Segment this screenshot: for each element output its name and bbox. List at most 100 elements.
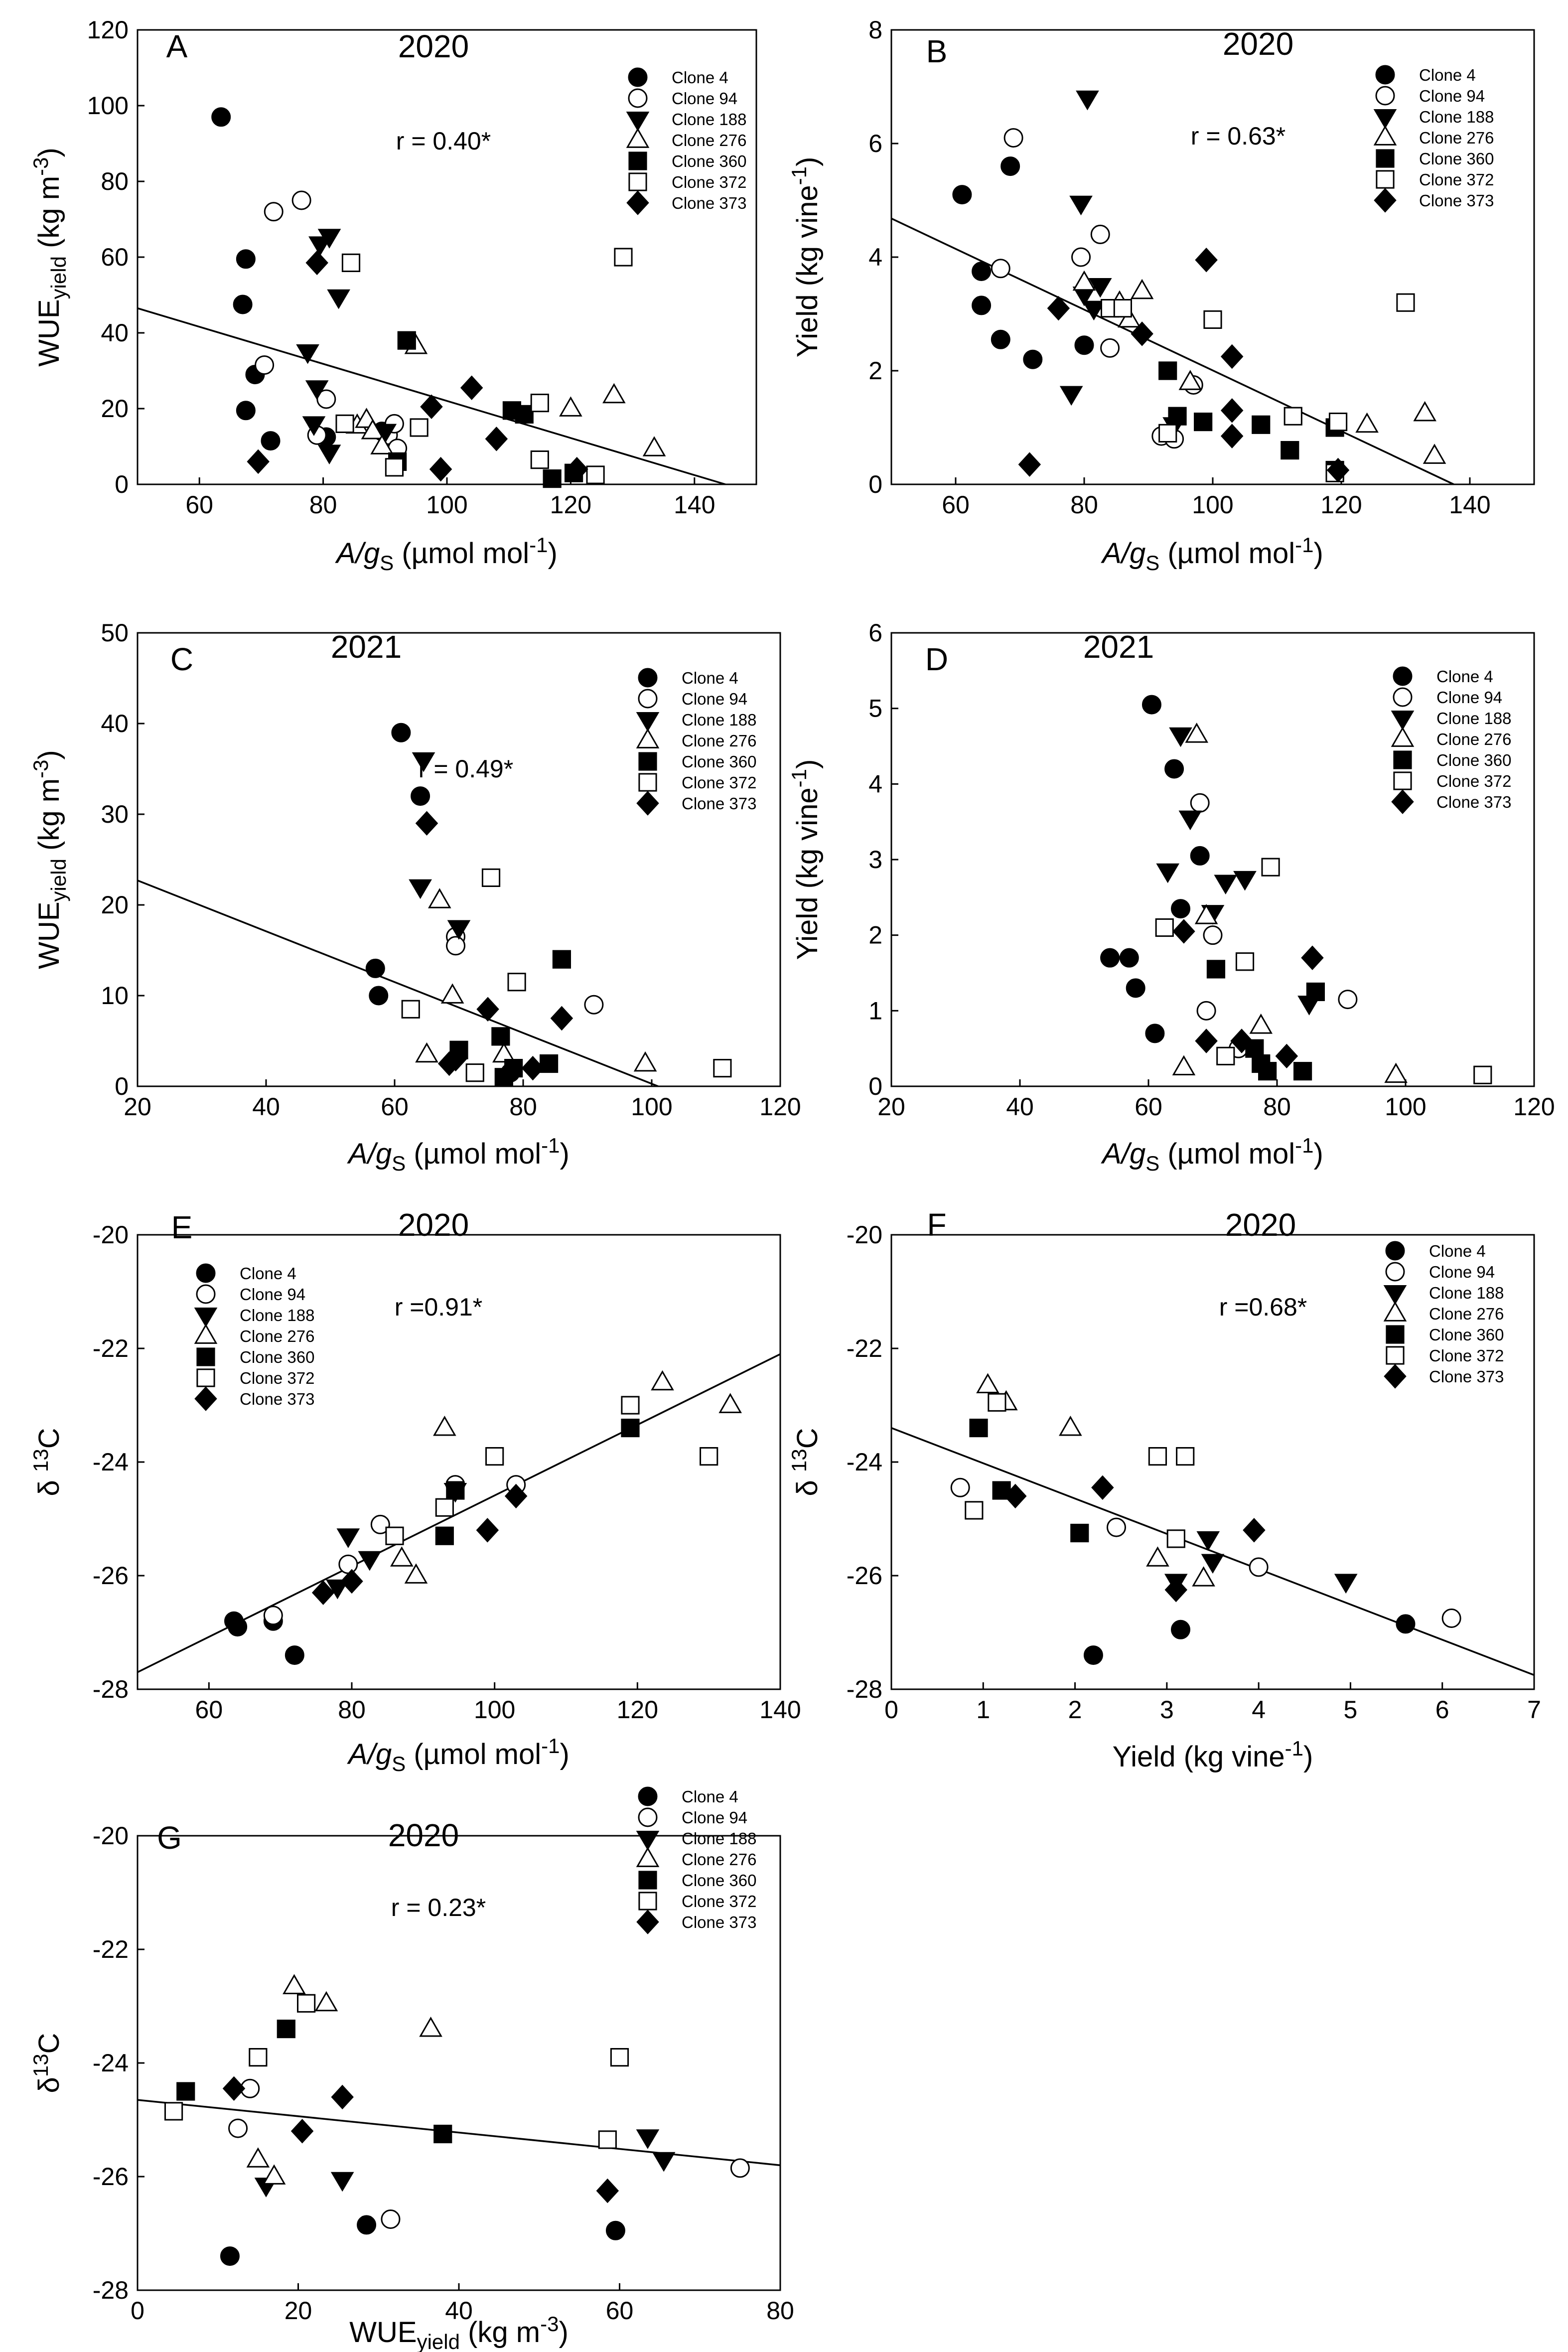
legend-marker xyxy=(638,668,658,688)
point-clone-276 xyxy=(1413,401,1436,422)
legend: Clone 4 Clone 94 Clone 188 Clone 276 Clone 3… xyxy=(1391,666,1511,814)
legend-marker xyxy=(638,689,658,709)
x-tick-label: 60 xyxy=(185,491,213,519)
panel-label: B xyxy=(926,33,948,69)
point-clone-372 xyxy=(249,2048,268,2067)
point-clone-276 xyxy=(314,1991,338,2012)
legend-label: Clone 188 xyxy=(672,110,746,129)
legend-marker xyxy=(636,791,659,816)
point-clone-94 xyxy=(950,1477,970,1497)
point-clone-373 xyxy=(566,456,588,482)
x-tick-label: 0 xyxy=(131,2297,144,2325)
legend-label: Clone 373 xyxy=(1436,793,1511,811)
point-clone-372 xyxy=(410,418,428,437)
point-clone-94 xyxy=(1100,338,1120,358)
point-clone-276 xyxy=(1249,1014,1273,1034)
legend-marker xyxy=(1386,1346,1405,1365)
x-tick-label: 20 xyxy=(877,1093,905,1121)
point-clone-188 xyxy=(317,444,341,464)
legend-label: Clone 360 xyxy=(682,1871,756,1890)
point-clone-276 xyxy=(415,1042,438,1063)
point-clone-372 xyxy=(700,1447,718,1466)
legend-marker xyxy=(1391,711,1415,731)
point-clone-188 xyxy=(1334,1574,1358,1594)
x-axis-label: A/gS​ (µmol mol-1​) xyxy=(1101,533,1323,575)
point-clone-276 xyxy=(1192,1566,1215,1587)
point-clone-276 xyxy=(361,419,385,440)
y-tick-label: -20 xyxy=(847,1221,882,1249)
point-clone-372 xyxy=(988,1393,1006,1412)
x-tick-label: 140 xyxy=(759,1696,801,1724)
point-clone-276 xyxy=(390,1546,414,1567)
point-clone-360 xyxy=(1281,441,1299,460)
panel-label: E xyxy=(171,1209,193,1245)
point-clone-188 xyxy=(1076,90,1099,111)
point-clone-94 xyxy=(1190,793,1210,813)
point-clone-372 xyxy=(401,1000,420,1019)
legend-label: Clone 373 xyxy=(672,194,746,212)
x-tick-label: 140 xyxy=(1449,491,1490,519)
point-clone-373 xyxy=(429,456,452,482)
point-clone-188 xyxy=(1059,386,1083,406)
legend: Clone 4 Clone 94 Clone 188 Clone 276 Clone 3… xyxy=(194,1263,314,1411)
legend-label: Clone 360 xyxy=(672,152,746,170)
point-clone-373 xyxy=(504,1483,528,1509)
point-clone-188 xyxy=(412,752,435,772)
point-clone-4 xyxy=(411,786,430,806)
point-clone-373 xyxy=(331,2084,354,2110)
x-tick-label: 0 xyxy=(884,1696,898,1724)
x-tick-label: 40 xyxy=(252,1093,280,1121)
legend-marker xyxy=(638,1786,658,1806)
point-clone-94 xyxy=(446,936,466,956)
x-tick-label: 40 xyxy=(1006,1093,1034,1121)
plot-frame xyxy=(137,29,757,485)
y-tick-label: -20 xyxy=(93,1221,129,1249)
regression-line xyxy=(891,1427,1535,1676)
point-clone-4 xyxy=(285,1645,304,1665)
legend-marker xyxy=(638,773,657,792)
y-axis-label: Yield (kg vine-1​) xyxy=(787,759,824,960)
y-tick-label: 40 xyxy=(101,710,129,737)
point-clone-372 xyxy=(385,458,404,477)
point-clone-372 xyxy=(1261,858,1280,877)
point-clone-360 xyxy=(1252,415,1271,434)
point-clone-373 xyxy=(1220,344,1244,369)
point-clone-373 xyxy=(1018,452,1041,477)
legend-label: Clone 188 xyxy=(1429,1284,1504,1302)
point-clone-373 xyxy=(1243,1518,1266,1543)
y-tick-label: -22 xyxy=(93,1935,129,1963)
panel-title: 2020 xyxy=(1225,1207,1296,1243)
y-axis-label: WUEyield​ (kg m-3​) xyxy=(29,750,70,969)
y-tick-label: -22 xyxy=(847,1334,882,1362)
legend-marker xyxy=(1385,1241,1405,1261)
point-clone-94 xyxy=(1196,1001,1216,1021)
point-clone-188 xyxy=(1088,278,1112,298)
point-clone-372 xyxy=(507,973,526,992)
legend-marker xyxy=(1393,666,1413,686)
point-clone-373 xyxy=(1131,321,1153,346)
x-tick-label: 120 xyxy=(1320,491,1362,519)
point-clone-4 xyxy=(1164,759,1184,779)
y-tick-label: 80 xyxy=(101,167,129,195)
point-clone-373 xyxy=(415,811,438,836)
correlation-label: r =0.68* xyxy=(1219,1293,1307,1321)
point-clone-373 xyxy=(1230,1029,1253,1053)
point-clone-276 xyxy=(1423,443,1446,464)
correlation-label: r = 0.63* xyxy=(1191,122,1285,150)
point-clone-4 xyxy=(211,107,231,127)
y-axis-label: δ 13​C xyxy=(29,1428,65,1496)
legend-label: Clone 188 xyxy=(240,1306,314,1324)
point-clone-4 xyxy=(1083,1645,1103,1665)
point-clone-372 xyxy=(586,465,605,484)
point-clone-4 xyxy=(972,295,992,315)
point-clone-4 xyxy=(391,723,411,742)
legend-label: Clone 4 xyxy=(1429,1242,1486,1260)
legend-marker xyxy=(1376,149,1395,168)
point-clone-276 xyxy=(1384,1062,1408,1083)
legend-marker xyxy=(636,1847,660,1867)
point-clone-372 xyxy=(610,2048,629,2067)
legend-label: Clone 4 xyxy=(1419,66,1476,84)
x-tick-label: 100 xyxy=(1385,1093,1426,1121)
point-clone-373 xyxy=(247,449,270,474)
